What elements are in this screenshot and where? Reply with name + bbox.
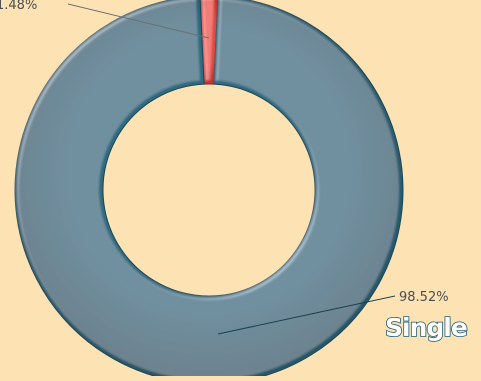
leader-lines <box>67 3 396 335</box>
data-label-single: 98.52% <box>399 290 449 305</box>
data-label-other: 1.48% <box>0 0 37 13</box>
donut-slice-single <box>14 0 404 381</box>
leader-line-single <box>217 295 396 335</box>
legend-label-single: Single <box>385 313 467 342</box>
donut-slices <box>14 0 404 381</box>
leader-line-other <box>67 3 210 39</box>
